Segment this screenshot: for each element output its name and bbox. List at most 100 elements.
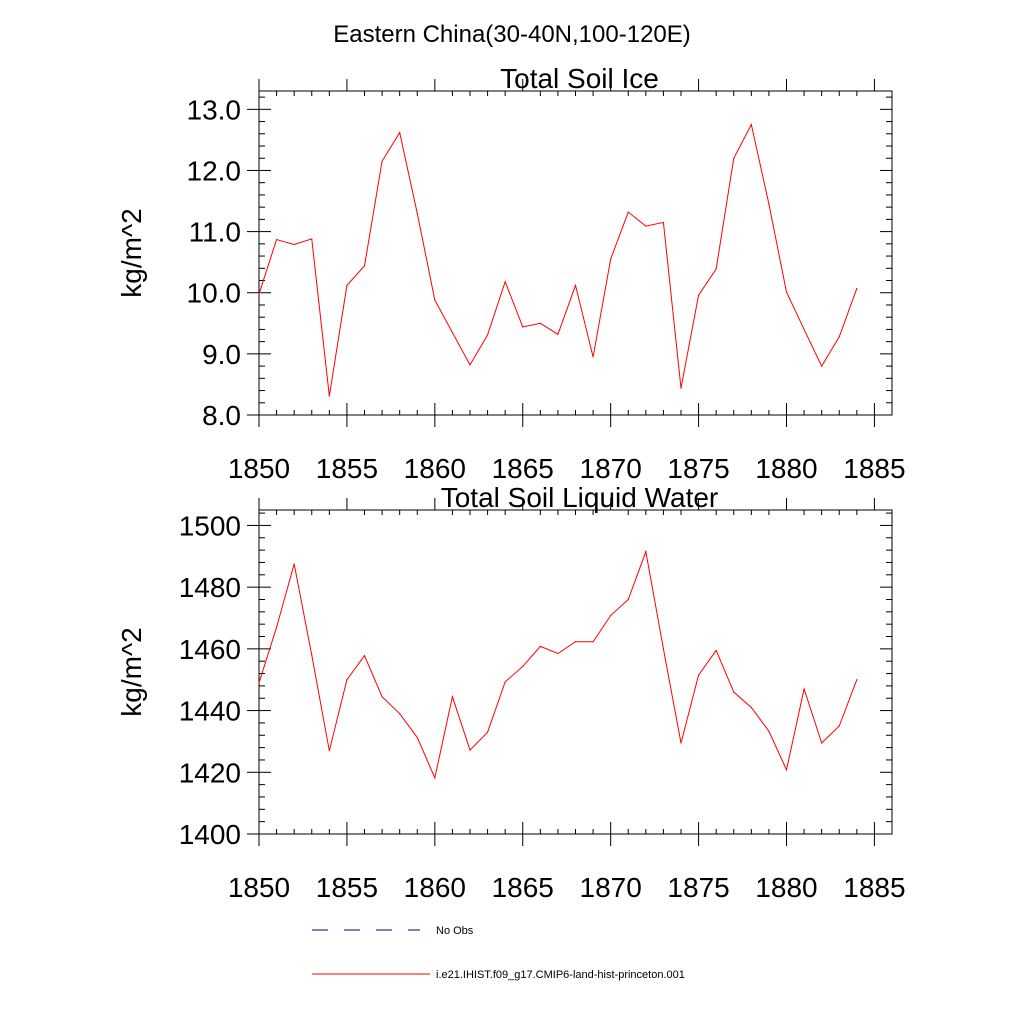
data-point bbox=[697, 674, 700, 676]
chart-title: Total Soil Liquid Water bbox=[441, 482, 719, 513]
y-tick-label: 9.0 bbox=[202, 339, 241, 370]
y-axis-label: kg/m^2 bbox=[116, 208, 147, 297]
data-point bbox=[768, 203, 770, 205]
data-point bbox=[680, 742, 682, 744]
x-tick-label: 1865 bbox=[492, 453, 554, 484]
data-point bbox=[645, 225, 647, 227]
data-point bbox=[469, 364, 471, 366]
data-point bbox=[574, 284, 577, 286]
data-point bbox=[363, 655, 366, 657]
data-point bbox=[750, 124, 752, 126]
data-point bbox=[645, 551, 647, 553]
chart-total-soil-liquid-water: 1850 1855 1860 1865 1870 1875 1880 1885 1400 1420… bbox=[116, 482, 906, 903]
x-tick-label: 1870 bbox=[580, 453, 642, 484]
data-point bbox=[522, 665, 524, 668]
x-tick-label: 1880 bbox=[755, 453, 817, 484]
data-point bbox=[821, 365, 823, 367]
x-tick-label: 1885 bbox=[843, 872, 905, 903]
data-point bbox=[838, 336, 840, 338]
data-point bbox=[381, 696, 383, 698]
data-point bbox=[680, 387, 682, 389]
data-point bbox=[486, 731, 489, 733]
data-point bbox=[504, 281, 506, 283]
data-point bbox=[275, 238, 278, 241]
data-point bbox=[451, 696, 454, 698]
y-axis-label: kg/m^2 bbox=[116, 627, 147, 716]
data-point bbox=[486, 334, 489, 336]
y-tick-label: 1420 bbox=[179, 757, 241, 788]
data-point bbox=[785, 769, 788, 771]
data-point bbox=[662, 648, 665, 650]
data-point bbox=[434, 777, 436, 779]
data-point bbox=[416, 736, 418, 739]
legend-item-model-run: i.e21.IHIST.f09_g17.CMIP6-land-hist-prin… bbox=[312, 969, 685, 981]
data-point bbox=[539, 645, 541, 647]
y-tick-label: 1400 bbox=[179, 819, 241, 850]
x-tick-label: 1850 bbox=[228, 872, 290, 903]
data-point bbox=[381, 160, 383, 162]
data-point bbox=[363, 265, 366, 267]
y-tick-label: 10.0 bbox=[187, 278, 242, 309]
legend-item-no-obs: No Obs bbox=[312, 925, 474, 937]
data-point bbox=[838, 725, 840, 727]
data-point bbox=[328, 395, 330, 397]
x-tick-label: 1865 bbox=[492, 872, 554, 903]
data-point bbox=[610, 258, 612, 260]
chart-total-soil-ice: 1850 1855 1860 1865 1870 1875 1880 1885 8.0 9.0 10… bbox=[116, 63, 906, 484]
x-tick-label: 1880 bbox=[755, 872, 817, 903]
data-point bbox=[504, 681, 506, 683]
legend: No Obs i.e21.IHIST.f09_g17.CMIP6-land-hi… bbox=[312, 925, 685, 981]
x-tick-label: 1875 bbox=[667, 453, 729, 484]
data-point bbox=[715, 649, 717, 652]
data-point bbox=[451, 331, 454, 334]
series-line-model-run bbox=[258, 549, 858, 780]
x-tick-label: 1885 bbox=[843, 453, 905, 484]
y-tick-label: 11.0 bbox=[189, 217, 241, 248]
data-point bbox=[803, 688, 805, 690]
data-point bbox=[399, 713, 401, 715]
data-point bbox=[697, 294, 700, 296]
x-tick-label: 1860 bbox=[404, 872, 466, 903]
data-point bbox=[785, 291, 788, 293]
x-tick-label: 1855 bbox=[316, 453, 378, 484]
data-point bbox=[733, 157, 735, 159]
x-tick-label: 1860 bbox=[404, 453, 466, 484]
data-point bbox=[258, 682, 260, 684]
data-point bbox=[574, 641, 577, 643]
data-point bbox=[557, 652, 559, 655]
data-point bbox=[416, 212, 418, 214]
data-point bbox=[610, 614, 612, 617]
y-tick-label: 1440 bbox=[179, 696, 241, 727]
plot-frame bbox=[258, 90, 893, 416]
y-tick-label: 1480 bbox=[179, 572, 241, 603]
data-point bbox=[346, 284, 348, 286]
x-tick-label: 1855 bbox=[316, 872, 378, 903]
x-tick-label: 1870 bbox=[580, 872, 642, 903]
y-tick-label: 8.0 bbox=[202, 400, 241, 431]
data-point bbox=[662, 221, 665, 224]
data-point bbox=[627, 211, 629, 213]
data-point bbox=[399, 131, 401, 134]
data-point bbox=[856, 679, 858, 681]
data-point bbox=[311, 654, 313, 656]
data-point bbox=[311, 238, 313, 240]
y-tick-label: 1500 bbox=[179, 510, 241, 541]
data-point bbox=[715, 268, 717, 270]
chart-title: Total Soil Ice bbox=[500, 63, 659, 94]
y-tick-label: 1460 bbox=[179, 634, 241, 665]
series-line-model-run bbox=[258, 123, 858, 397]
x-tick-label: 1875 bbox=[667, 872, 729, 903]
legend-label-no-obs: No Obs bbox=[436, 925, 474, 937]
data-point bbox=[469, 749, 471, 751]
legend-label-model-run: i.e21.IHIST.f09_g17.CMIP6-land-hist-prin… bbox=[436, 969, 685, 981]
data-point bbox=[592, 641, 594, 643]
plot-frame bbox=[258, 509, 893, 835]
data-point bbox=[258, 293, 260, 295]
data-point bbox=[856, 287, 858, 290]
y-tick-label: 12.0 bbox=[187, 155, 242, 186]
data-point bbox=[627, 598, 629, 601]
data-point bbox=[821, 742, 823, 744]
x-tick-label: 1850 bbox=[228, 453, 290, 484]
data-point bbox=[293, 243, 295, 246]
